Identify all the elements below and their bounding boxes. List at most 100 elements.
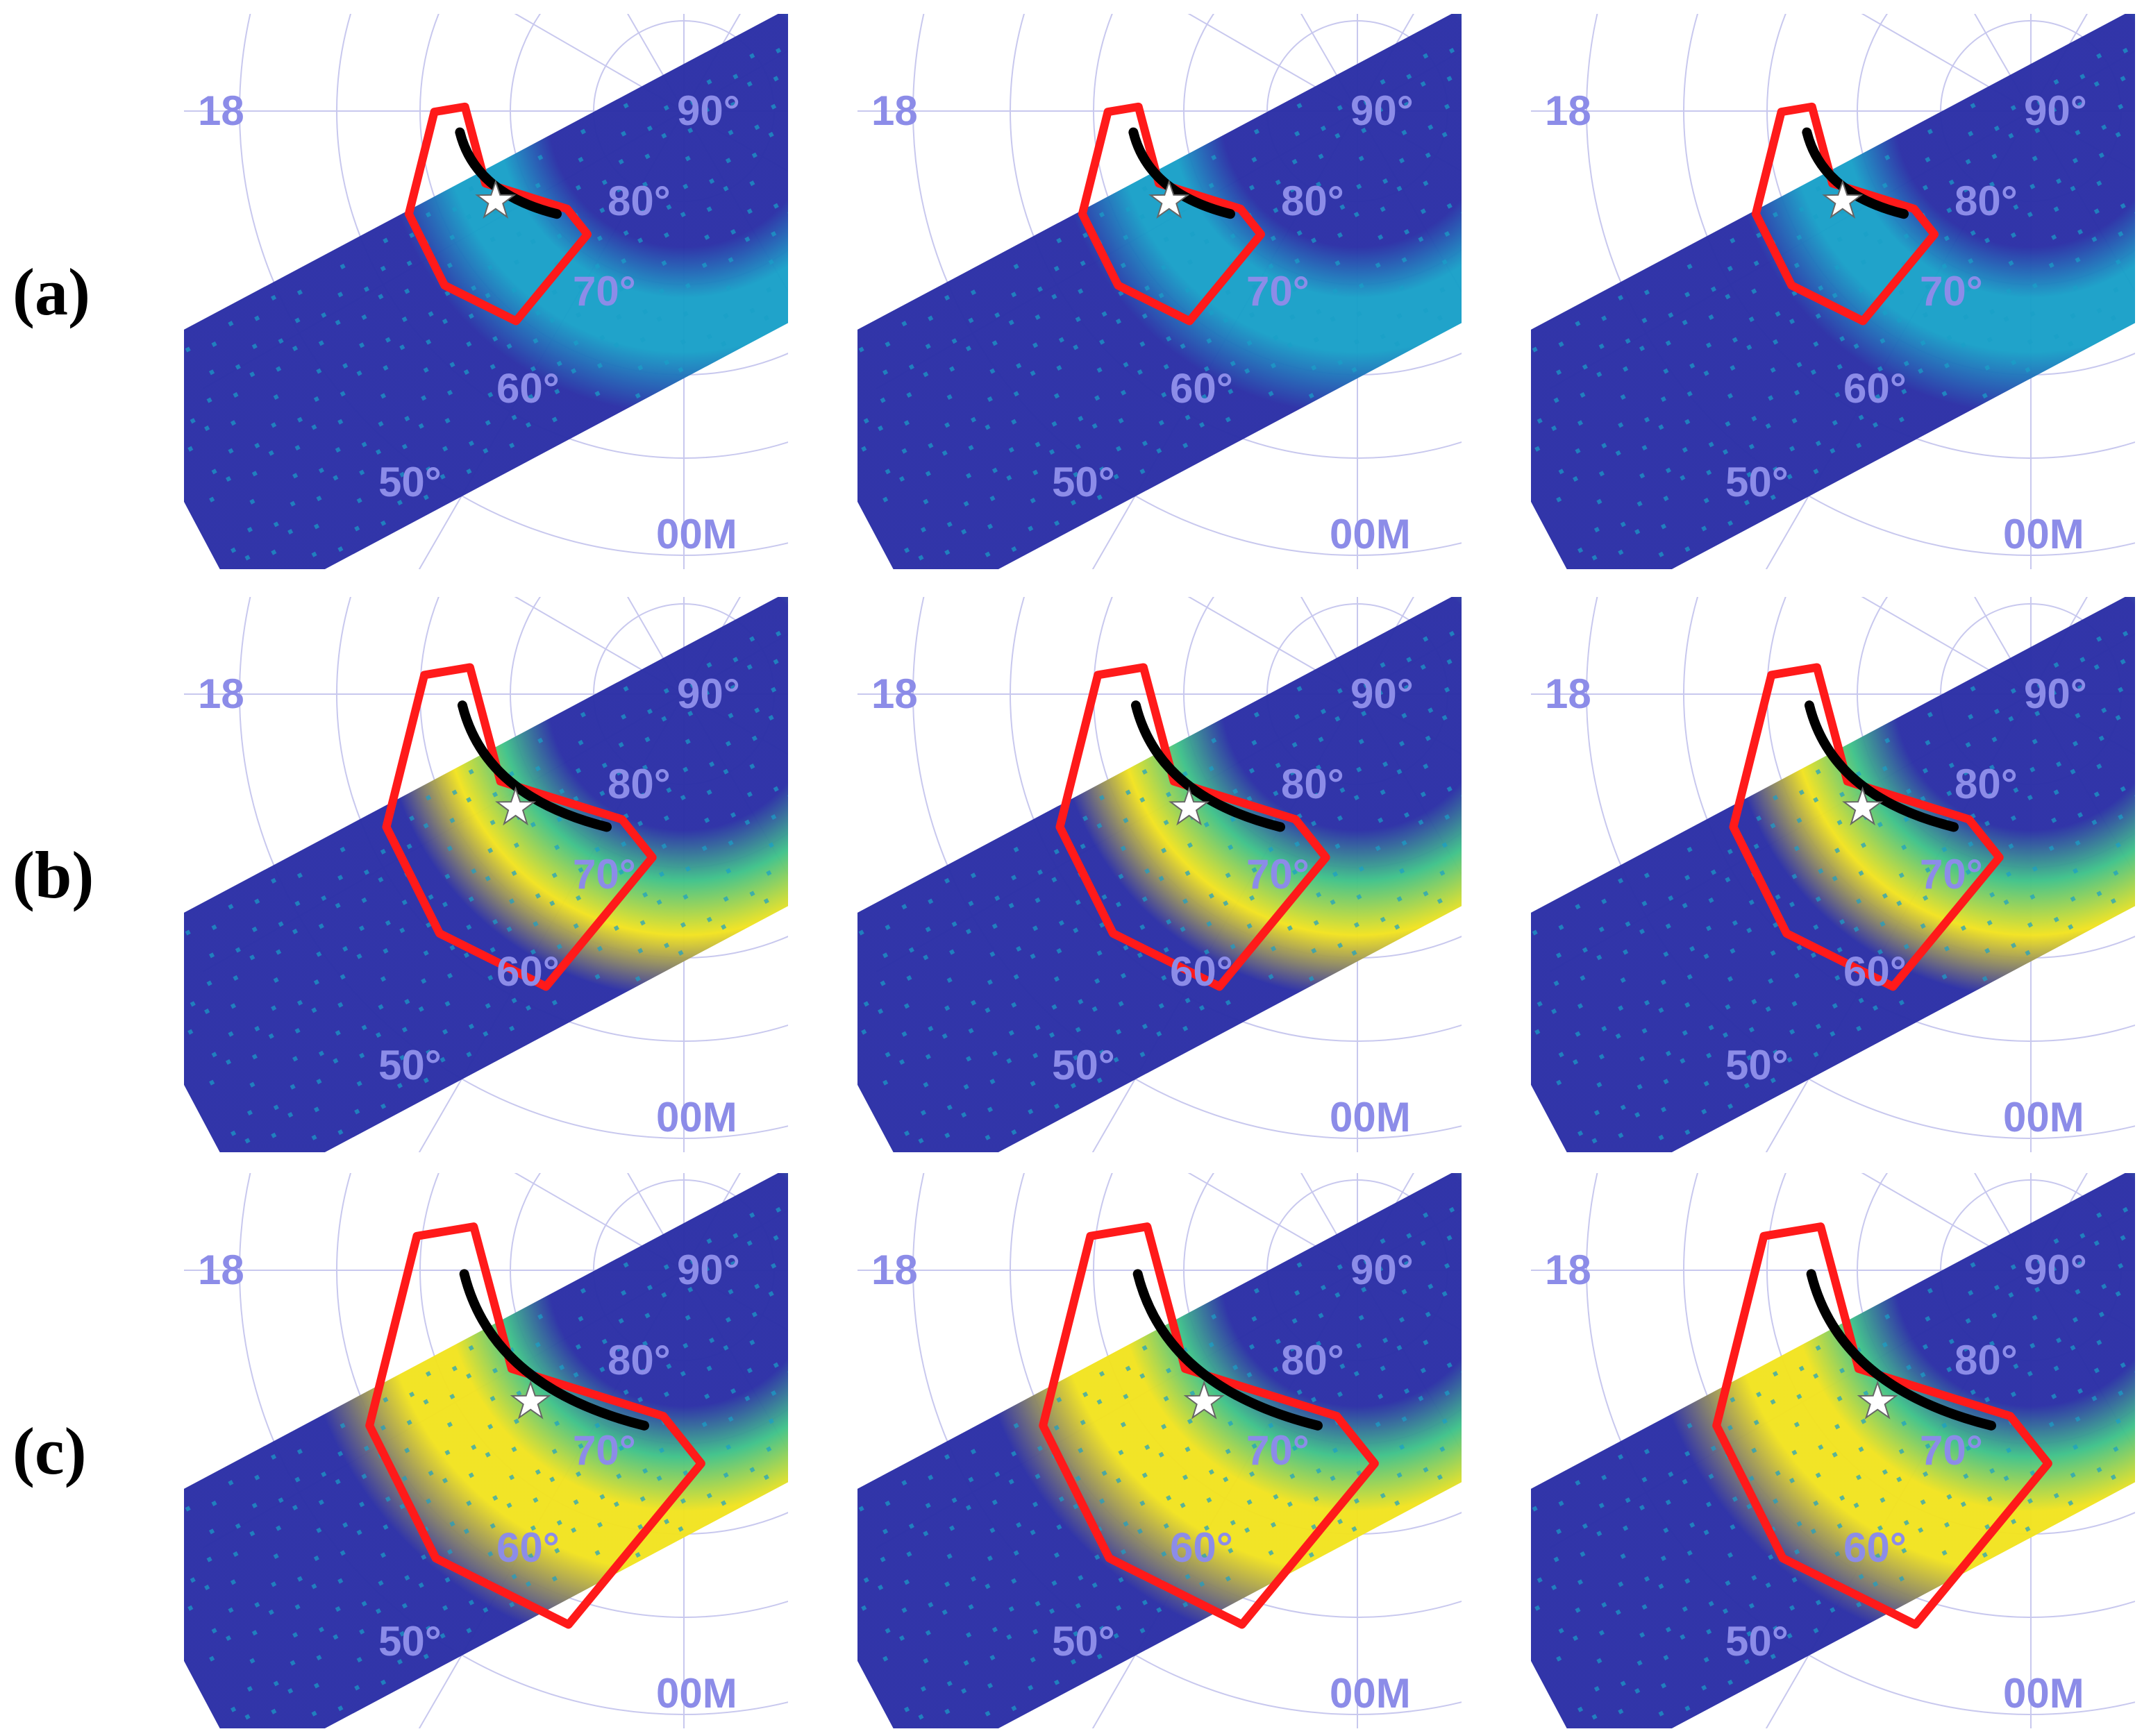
noise-pixel <box>1125 206 1131 212</box>
noise-pixel <box>426 339 432 345</box>
noise-pixel <box>1684 1129 1691 1136</box>
noise-pixel <box>1834 848 1841 854</box>
noise-pixel <box>1187 1418 1194 1424</box>
noise-pixel <box>706 78 712 85</box>
noise-pixel <box>578 867 584 873</box>
noise-pixel <box>1963 187 1969 193</box>
noise-pixel <box>1982 393 1988 399</box>
noise-pixel <box>944 1453 951 1460</box>
noise-pixel <box>1727 1103 1734 1109</box>
mlt-line <box>1187 14 1358 112</box>
row-label: (b) <box>12 838 94 912</box>
noise-pixel <box>225 1635 232 1642</box>
noise-pixel <box>642 308 648 315</box>
mlt-line <box>627 14 685 112</box>
noise-pixel <box>1096 494 1103 500</box>
noise-pixel <box>2051 817 2057 823</box>
noise-pixel <box>1158 1451 1164 1458</box>
noise-pixel <box>1882 766 1888 772</box>
lat-90-label: 90° <box>677 87 740 134</box>
noise-pixel <box>1701 1685 1707 1691</box>
mlt-18-label: 18 <box>1545 87 1591 134</box>
map-panel: 90° 80° 70° 60° 50° 18 00M <box>184 597 788 1152</box>
noise-pixel <box>361 314 367 321</box>
white-star-icon <box>1822 179 1864 219</box>
noise-pixel <box>1423 53 1429 59</box>
noise-pixel <box>1660 396 1666 403</box>
noise-pixel <box>1901 1420 1907 1426</box>
noise-pixel <box>2101 1283 2107 1290</box>
noise-pixel <box>1582 947 1588 953</box>
noise-pixel <box>1793 1549 1800 1555</box>
noise-pixel <box>211 1500 217 1506</box>
noise-pixel <box>1311 820 1317 827</box>
noise-pixel <box>1403 101 1409 108</box>
mlt-line <box>2030 14 2088 112</box>
noise-pixel <box>428 894 434 900</box>
noise-pixel <box>271 1005 277 1011</box>
noise-pixel <box>1380 789 1386 795</box>
noise-pixel <box>989 495 996 502</box>
noise-pixel <box>1577 420 1584 426</box>
noise-pixel <box>968 317 974 323</box>
noise-pixel <box>1249 1471 1255 1477</box>
noise-pixel <box>251 926 258 932</box>
noise-pixel <box>1906 1364 1912 1371</box>
noise-pixel <box>378 294 384 300</box>
boundary-outline <box>404 102 592 326</box>
noise-pixel <box>1658 1710 1664 1717</box>
noise-pixel <box>928 1601 934 1608</box>
noise-pixel <box>363 286 370 292</box>
noise-pixel <box>1070 1659 1076 1665</box>
noise-pixel <box>363 1445 370 1451</box>
noise-pixel <box>1230 816 1236 823</box>
noise-pixel <box>1394 341 1400 347</box>
noise-pixel <box>1380 1238 1386 1244</box>
noise-pixel <box>596 362 603 369</box>
noise-pixel <box>2010 105 2016 111</box>
noise-pixel <box>2068 1500 2074 1506</box>
noise-pixel <box>356 953 362 959</box>
noise-pixel <box>985 1710 991 1717</box>
noise-pixel <box>225 475 232 482</box>
noise-pixel <box>1161 1424 1167 1430</box>
noise-pixel <box>987 1106 994 1113</box>
noise-pixel <box>1727 520 1734 526</box>
noise-pixel <box>2075 840 2081 846</box>
noise-pixel <box>1180 343 1186 349</box>
noise-pixel <box>401 316 408 323</box>
noise-pixel <box>1248 1344 1255 1350</box>
noise-pixel <box>1743 1659 1750 1665</box>
row-label: (c) <box>12 1414 87 1488</box>
noise-pixel <box>616 1346 622 1352</box>
noise-pixel <box>1099 1498 1105 1504</box>
noise-pixel <box>1120 262 1126 269</box>
noise-pixel <box>1660 1106 1667 1113</box>
noise-pixel <box>1725 877 1731 883</box>
noise-pixel <box>485 875 491 882</box>
noise-pixel <box>701 845 708 852</box>
noise-pixel <box>706 789 712 795</box>
noise-pixel <box>2070 185 2076 192</box>
noise-pixel <box>775 1206 782 1213</box>
noise-pixel <box>1230 943 1236 950</box>
noise-pixel <box>1789 1477 1796 1484</box>
noise-pixel <box>556 943 562 950</box>
noise-pixel <box>746 1367 753 1374</box>
noise-pixel <box>1423 1339 1429 1346</box>
noise-pixel <box>1403 1261 1409 1267</box>
noise-pixel <box>678 1526 684 1532</box>
noise-pixel <box>1425 152 1431 158</box>
noise-pixel <box>1732 1496 1738 1502</box>
noise-pixel <box>421 978 427 984</box>
noise-pixel <box>1858 414 1864 421</box>
noise-pixel <box>749 307 755 314</box>
noise-pixel <box>987 1683 994 1689</box>
noise-pixel <box>1643 1576 1650 1582</box>
noise-pixel <box>401 899 408 906</box>
noise-pixel <box>271 877 277 884</box>
noise-pixel <box>2115 842 2121 848</box>
noise-pixel <box>2075 712 2081 719</box>
noise-pixel <box>1722 1031 1729 1038</box>
